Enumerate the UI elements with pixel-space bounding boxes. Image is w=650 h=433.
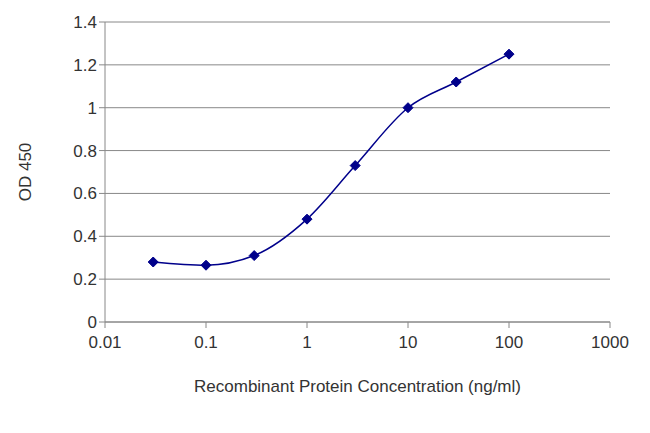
svg-text:0.8: 0.8 <box>73 142 97 161</box>
svg-text:0.4: 0.4 <box>73 227 97 246</box>
svg-text:0.6: 0.6 <box>73 184 97 203</box>
svg-text:1.4: 1.4 <box>73 13 97 32</box>
svg-text:0.1: 0.1 <box>194 333 218 352</box>
svg-text:100: 100 <box>495 333 523 352</box>
svg-text:Recombinant Protein Concentrat: Recombinant Protein Concentration (ng/ml… <box>194 377 521 396</box>
svg-text:0: 0 <box>88 313 97 332</box>
svg-text:1: 1 <box>88 99 97 118</box>
svg-text:1.2: 1.2 <box>73 56 97 75</box>
svg-text:0.2: 0.2 <box>73 270 97 289</box>
svg-text:1: 1 <box>302 333 311 352</box>
svg-text:OD 450: OD 450 <box>16 143 35 202</box>
svg-text:0.01: 0.01 <box>88 333 121 352</box>
svg-text:10: 10 <box>399 333 418 352</box>
svg-text:1000: 1000 <box>591 333 629 352</box>
